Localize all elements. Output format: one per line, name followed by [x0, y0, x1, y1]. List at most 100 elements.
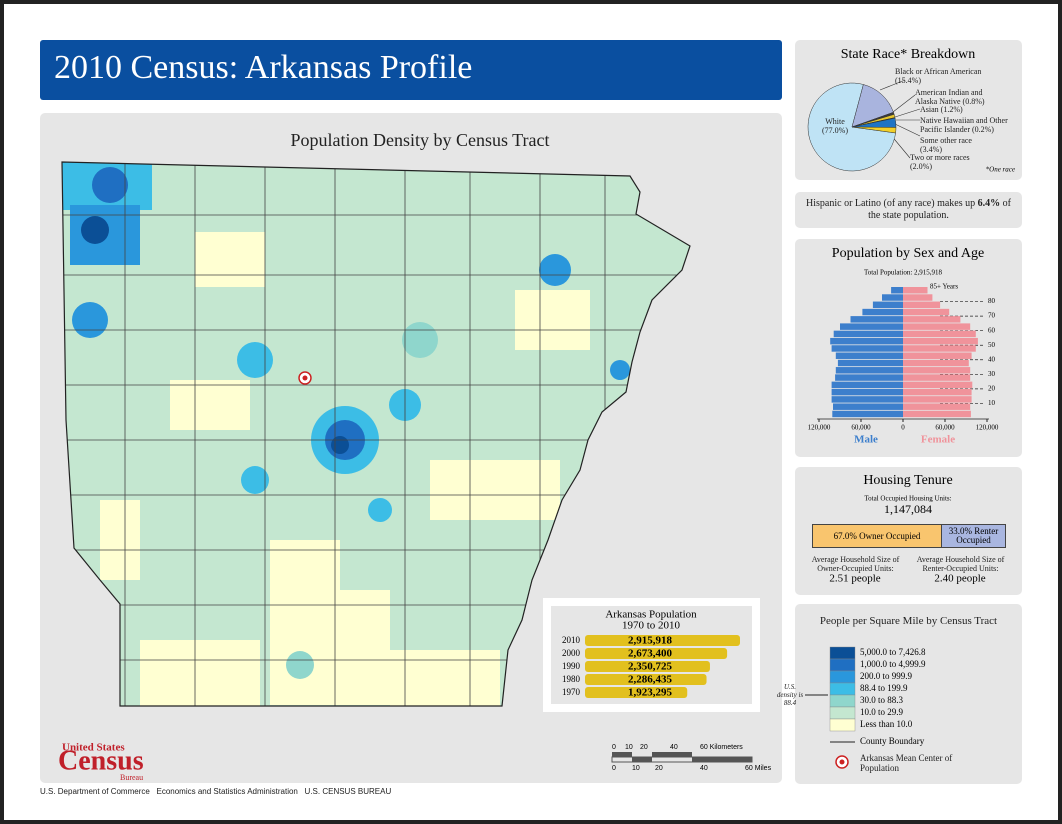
- pop-value: 1,923,295: [628, 687, 673, 699]
- legend-label: Less than 10.0: [860, 719, 913, 729]
- pop-value: 2,915,918: [628, 635, 673, 647]
- pop-value: 2,286,435: [628, 674, 673, 686]
- x-tick-label: 120,000: [808, 424, 831, 432]
- x-tick-label: 60,000: [935, 424, 955, 432]
- scale-bar: [611, 752, 753, 763]
- female-bar: [903, 374, 971, 381]
- tract: [610, 360, 630, 380]
- tract: [402, 322, 438, 358]
- tenure-bar: 67.0% Owner Occupied: [813, 525, 941, 547]
- female-bar: [903, 345, 976, 352]
- x-tick-label: 0: [901, 424, 905, 432]
- tract: [286, 651, 314, 679]
- female-bar: [903, 359, 969, 367]
- age-tick-label: 30: [988, 370, 996, 378]
- scale-km-label: 20: [640, 744, 648, 751]
- legend-label: 10.0 to 29.9: [860, 707, 904, 717]
- tract: [515, 290, 590, 350]
- female-bar: [903, 337, 978, 345]
- male-bar: [862, 308, 903, 316]
- male-bar: [833, 330, 903, 338]
- year-label: 1970: [562, 687, 581, 697]
- pop-title: Arkansas Population: [605, 609, 697, 621]
- logo-bottom: Bureau: [120, 773, 143, 782]
- pop-bar: [585, 635, 740, 646]
- male-bar: [872, 301, 903, 309]
- logo-top: United States: [62, 742, 125, 754]
- year-label: 1990: [562, 661, 581, 671]
- mean-center-sample-dot: [839, 759, 845, 765]
- tract: [81, 216, 109, 244]
- female-bar: [903, 330, 976, 338]
- male-bar: [850, 316, 903, 323]
- tract: [270, 540, 340, 705]
- hispanic-after: of the state population.: [868, 198, 1011, 221]
- scale-seg: [612, 752, 632, 757]
- age-tick-label: 20: [988, 384, 996, 392]
- age-tick-label: 40: [988, 355, 996, 363]
- legend-swatch: [829, 646, 856, 660]
- pop-value: 2,350,725: [628, 661, 673, 673]
- tract: [72, 302, 108, 338]
- male-bar: [840, 323, 903, 330]
- tract: [170, 380, 250, 430]
- tract: [241, 466, 269, 494]
- scale-seg: [632, 757, 652, 762]
- tract: [237, 342, 273, 378]
- tenure-label: 67.0% Owner Occupied: [833, 530, 921, 541]
- tenure-label: 33.0% Renter Occupied: [948, 526, 999, 545]
- housing-total: 1,147,084: [884, 502, 932, 516]
- age-tick-label: 50: [988, 341, 996, 349]
- x-tick-label: 120,000: [976, 424, 999, 432]
- female-label: Female: [921, 434, 955, 446]
- age-tick-label: 10: [988, 399, 996, 407]
- male-label: Male: [854, 434, 878, 446]
- pop-bar: [585, 648, 728, 659]
- scale-seg: [652, 752, 692, 757]
- legend-label: 88.4 to 199.9: [860, 683, 908, 693]
- male-bar: [831, 381, 903, 389]
- tract: [92, 167, 128, 203]
- legend-swatch: [829, 658, 856, 672]
- pop-bar: [585, 674, 707, 685]
- tract: [331, 436, 349, 454]
- male-bar: [831, 345, 903, 352]
- male-bar: [830, 337, 903, 345]
- female-bar: [903, 396, 972, 403]
- female-bar: [903, 388, 972, 396]
- us-density-label: U.S. density is 88.4: [776, 683, 804, 707]
- male-bar: [831, 396, 903, 403]
- tract: [140, 640, 260, 706]
- owner-size-label: Average Household Size of Owner-Occupied…: [811, 555, 900, 573]
- scale-km-label: 60 Kilometers: [700, 744, 743, 751]
- female-bar: [903, 301, 941, 309]
- tract: [390, 650, 500, 706]
- age-tick-label: 80: [988, 297, 996, 305]
- mean-center-dot: [302, 375, 308, 381]
- female-bar: [903, 367, 971, 374]
- legend-label: 5,000.0 to 7,426.8: [860, 647, 926, 657]
- male-bar: [835, 367, 903, 374]
- female-bar: [903, 323, 971, 330]
- male-bar: [891, 287, 903, 294]
- legend-label: 200.0 to 999.9: [860, 671, 913, 681]
- race-label: American Indian and Alaska Native (0.8%): [915, 88, 985, 106]
- footer-agencies: U.S. Department of Commerce Economics an…: [40, 787, 391, 796]
- tract: [368, 498, 392, 522]
- scale-mile-label: 10: [632, 765, 640, 772]
- scale-mile-label: 60 Miles: [745, 765, 772, 772]
- female-bar: [903, 316, 961, 323]
- female-bar: [903, 410, 971, 418]
- tract: [539, 254, 571, 286]
- pop-value: 2,673,400: [628, 648, 673, 660]
- map-area: [62, 162, 690, 706]
- female-bar: [903, 287, 928, 294]
- x-tick-label: 60,000: [851, 424, 871, 432]
- scale-seg: [692, 757, 752, 762]
- logo-main: Census: [58, 745, 144, 776]
- renter-size: 2.40 people: [934, 573, 985, 585]
- scale-km-label: 10: [625, 744, 633, 751]
- race-note: *One race: [986, 166, 1015, 174]
